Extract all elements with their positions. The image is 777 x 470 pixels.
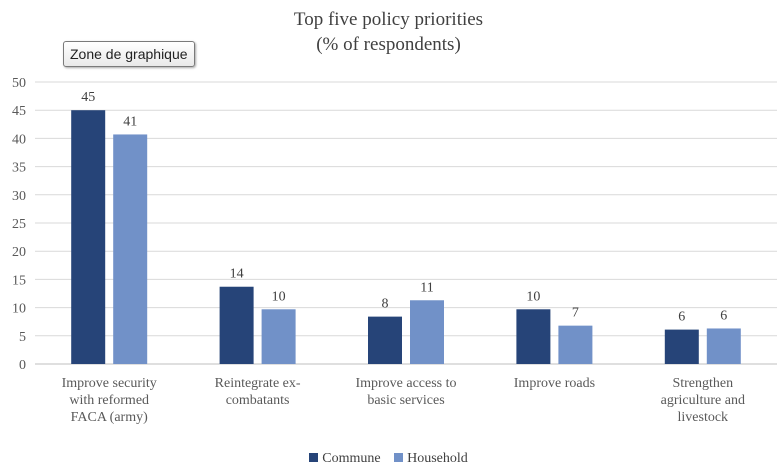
bar-household-3 [558, 325, 593, 364]
x-tick-label: Improve access to basic services [355, 376, 456, 408]
legend-swatch-household [394, 453, 404, 462]
x-tick-label-line: basic services [367, 393, 444, 408]
x-tick-label-line: Improve roads [514, 376, 595, 391]
legend-swatch-commune [309, 453, 319, 462]
bar-commune-2 [368, 316, 402, 364]
data-label: 6 [720, 308, 727, 323]
y-tick-label: 5 [19, 330, 26, 345]
legend-item-commune[interactable]: Commune [309, 451, 381, 467]
bar-commune-4 [664, 329, 699, 364]
y-tick-label: 15 [12, 273, 26, 288]
data-label: 11 [420, 280, 433, 295]
y-tick-label: 30 [12, 189, 26, 204]
data-label: 45 [81, 90, 95, 105]
legend-label-household: Household [407, 451, 468, 466]
x-tick-label: Improve security with reformed FACA (army) [62, 376, 157, 425]
bar-commune-1 [219, 286, 254, 364]
x-tick-label-line: Reintegrate ex- [215, 376, 301, 391]
chart-area-tooltip: Zone de graphique [63, 41, 195, 67]
data-label: 14 [230, 267, 244, 282]
y-tick-label: 35 [12, 161, 26, 176]
chart-title: Top five policy priorities [293, 9, 484, 30]
y-tick-label: 20 [12, 245, 26, 260]
x-tick-label-line: with reformed [69, 393, 149, 408]
y-tick-label: 45 [12, 104, 26, 119]
bar-household-1 [261, 309, 296, 364]
x-tick-label-line: Improve security [62, 376, 157, 391]
data-label: 6 [678, 310, 685, 325]
legend: Commune Household [0, 451, 777, 467]
x-tick-label-line: FACA (army) [71, 410, 148, 425]
data-label: 10 [526, 289, 540, 304]
data-label: 10 [272, 289, 286, 304]
y-tick-label: 40 [12, 132, 26, 147]
x-tick-label-line: combatants [226, 393, 290, 408]
data-label: 41 [123, 114, 137, 129]
x-tick-label-line: Improve access to [355, 376, 456, 391]
x-tick-label-line: Strengthen [672, 376, 733, 391]
x-tick-label: Improve roads [514, 376, 595, 391]
bar-commune-3 [516, 309, 551, 364]
chart-subtitle: (% of respondents) [316, 34, 461, 55]
x-tick-label: Reintegrate ex-combatants [215, 376, 301, 408]
y-tick-label: 0 [19, 358, 26, 373]
legend-item-household[interactable]: Household [394, 451, 468, 467]
data-label: 8 [382, 297, 389, 312]
legend-label-commune: Commune [322, 451, 381, 466]
y-tick-label: 50 [12, 76, 26, 91]
bar-household-2 [410, 300, 444, 364]
y-tick-label: 10 [12, 302, 26, 317]
data-label: 7 [572, 306, 579, 321]
y-tick-label: 25 [12, 217, 26, 232]
bar-household-0 [113, 134, 148, 364]
x-tick-label: Strengthen agriculture and livestock [661, 376, 745, 425]
bar-household-4 [706, 328, 741, 364]
x-tick-label-line: agriculture and [661, 393, 745, 408]
x-tick-label-line: livestock [678, 410, 729, 425]
bar-commune-0 [71, 110, 106, 364]
